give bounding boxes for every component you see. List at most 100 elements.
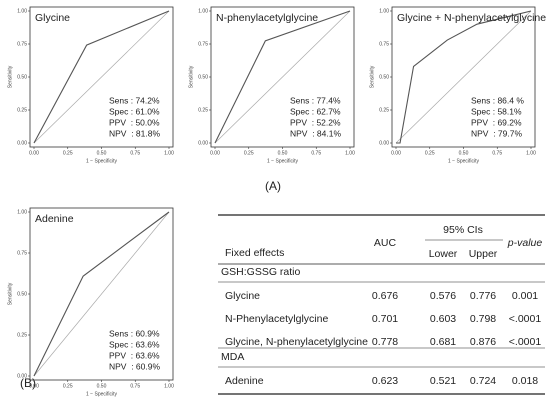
y-tick-label: 0.75 (198, 41, 208, 47)
annotation: Sens : 60.9% (109, 328, 160, 338)
y-tick-label: 0.50 (198, 74, 208, 80)
x-tick-label: 0.50 (278, 150, 288, 156)
value-cell: 0.776 (470, 290, 496, 302)
annotation: PPV : 69.2% (471, 117, 522, 127)
annotation: Spec : 62.7% (290, 106, 341, 116)
y-tick-label: 0.00 (17, 373, 27, 379)
y-tick-label: 0.75 (17, 41, 27, 47)
value-cell: <.0001 (509, 313, 542, 325)
y-tick-label: 0.25 (17, 332, 27, 338)
x-tick-label: 0.25 (63, 150, 73, 156)
row-label: Adenine (225, 375, 264, 387)
annotation: PPV : 52.2% (290, 117, 341, 127)
x-tick-label: 0.75 (130, 383, 140, 389)
y-axis-title: Sensitivity (188, 65, 194, 88)
reference-diagonal (214, 10, 351, 144)
annotation: NPV : 60.9% (109, 361, 160, 371)
y-tick-label: 1.00 (198, 8, 208, 14)
y-tick-label: 0.50 (17, 291, 27, 297)
y-tick-label: 0.00 (379, 140, 389, 146)
y-tick-label: 1.00 (379, 8, 389, 14)
annotation: NPV : 84.1% (290, 128, 341, 138)
value-cell: 0.701 (372, 313, 398, 325)
y-tick-label: 1.00 (17, 8, 27, 14)
annotation: Sens : 77.4% (290, 95, 341, 105)
value-cell: 0.018 (512, 375, 538, 387)
header-cell: Lower (429, 248, 458, 260)
x-tick-label: 0.25 (425, 150, 435, 156)
header-cell: Upper (469, 248, 498, 260)
annotation: NPV : 79.7% (471, 128, 522, 138)
row-label: Glycine (225, 290, 260, 302)
chart-title: N-phenylacetylglycine (216, 12, 318, 24)
x-tick-label: 0.00 (391, 150, 401, 156)
header-cell: Fixed effects (225, 247, 284, 259)
figure-label: (A) (265, 179, 281, 193)
annotation: Sens : 86.4 % (471, 95, 524, 105)
value-cell: 0.603 (430, 313, 456, 325)
y-axis-title: Sensitivity (369, 65, 375, 88)
annotation: Spec : 58.1% (471, 106, 522, 116)
value-cell: 0.623 (372, 375, 398, 387)
y-axis-title: Sensitivity (7, 65, 13, 88)
value-cell: 0.778 (372, 336, 398, 348)
y-axis-title: Sensitivity (7, 282, 13, 305)
y-tick-label: 0.75 (379, 41, 389, 47)
x-tick-label: 1.00 (526, 150, 536, 156)
header-cell: p-value (507, 237, 543, 249)
header-cell: AUC (374, 237, 397, 249)
y-tick-label: 0.25 (379, 107, 389, 113)
x-tick-label: 0.50 (97, 150, 107, 156)
annotation: NPV : 81.8% (109, 128, 160, 138)
x-tick-label: 0.00 (29, 150, 39, 156)
x-tick-label: 1.00 (164, 383, 174, 389)
annotation: PPV : 50.0% (109, 117, 160, 127)
reference-diagonal (33, 10, 170, 144)
roc-curve (396, 10, 532, 144)
value-cell: 0.676 (372, 290, 398, 302)
row-label: N-Phenylacetylglycine (225, 313, 328, 325)
value-cell: 0.876 (470, 336, 496, 348)
x-tick-label: 0.00 (29, 383, 39, 389)
reference-diagonal (395, 10, 532, 144)
header-cell: 95% CIs (443, 224, 483, 236)
x-tick-label: 0.75 (311, 150, 321, 156)
value-cell: <.0001 (509, 336, 542, 348)
annotation: Sens : 74.2% (109, 95, 160, 105)
y-tick-label: 1.00 (17, 209, 27, 215)
group-label: GSH:GSSG ratio (221, 266, 301, 278)
x-tick-label: 0.50 (97, 383, 107, 389)
chart-title: Glycine (35, 12, 70, 24)
y-tick-label: 0.50 (17, 74, 27, 80)
roc-curve (33, 10, 170, 144)
y-tick-label: 0.00 (17, 140, 27, 146)
annotation: PPV : 63.6% (109, 350, 160, 360)
y-tick-label: 0.25 (17, 107, 27, 113)
value-cell: 0.724 (470, 375, 496, 387)
x-tick-label: 1.00 (164, 150, 174, 156)
value-cell: 0.576 (430, 290, 456, 302)
group-label: MDA (221, 351, 244, 363)
x-axis-title: 1 − Specificity (448, 158, 479, 164)
row-label: Glycine, N-phenylacetylglycine (225, 336, 368, 348)
x-axis-title: 1 − Specificity (267, 158, 298, 164)
reference-diagonal (33, 211, 170, 377)
chart-title: Glycine + N-phenylacetylglycine (397, 12, 546, 24)
x-tick-label: 1.00 (345, 150, 355, 156)
y-tick-label: 0.75 (17, 250, 27, 256)
x-tick-label: 0.50 (459, 150, 469, 156)
annotation: Spec : 61.0% (109, 106, 160, 116)
annotation: Spec : 63.6% (109, 339, 160, 349)
y-tick-label: 0.50 (379, 74, 389, 80)
x-tick-label: 0.25 (63, 383, 73, 389)
x-tick-label: 0.75 (492, 150, 502, 156)
y-tick-label: 0.00 (198, 140, 208, 146)
x-tick-label: 0.00 (210, 150, 220, 156)
value-cell: 0.521 (430, 375, 456, 387)
value-cell: 0.001 (512, 290, 538, 302)
x-axis-title: 1 − Specificity (86, 391, 117, 397)
value-cell: 0.681 (430, 336, 456, 348)
x-tick-label: 0.75 (130, 150, 140, 156)
x-tick-label: 0.25 (244, 150, 254, 156)
